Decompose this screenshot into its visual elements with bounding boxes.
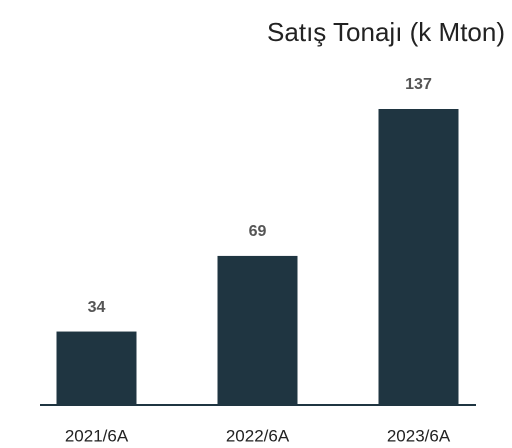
bar [56, 331, 137, 405]
x-tick-label: 2023/6A [387, 426, 451, 445]
value-label: 69 [249, 223, 267, 240]
value-label: 137 [405, 76, 432, 93]
x-tick-label: 2022/6A [226, 426, 290, 445]
bar [378, 109, 459, 405]
chart-title: Satış Tonajı (k Mton) [267, 17, 505, 47]
bar [217, 255, 298, 405]
x-tick-label: 2021/6A [65, 426, 129, 445]
value-label: 34 [88, 299, 106, 316]
